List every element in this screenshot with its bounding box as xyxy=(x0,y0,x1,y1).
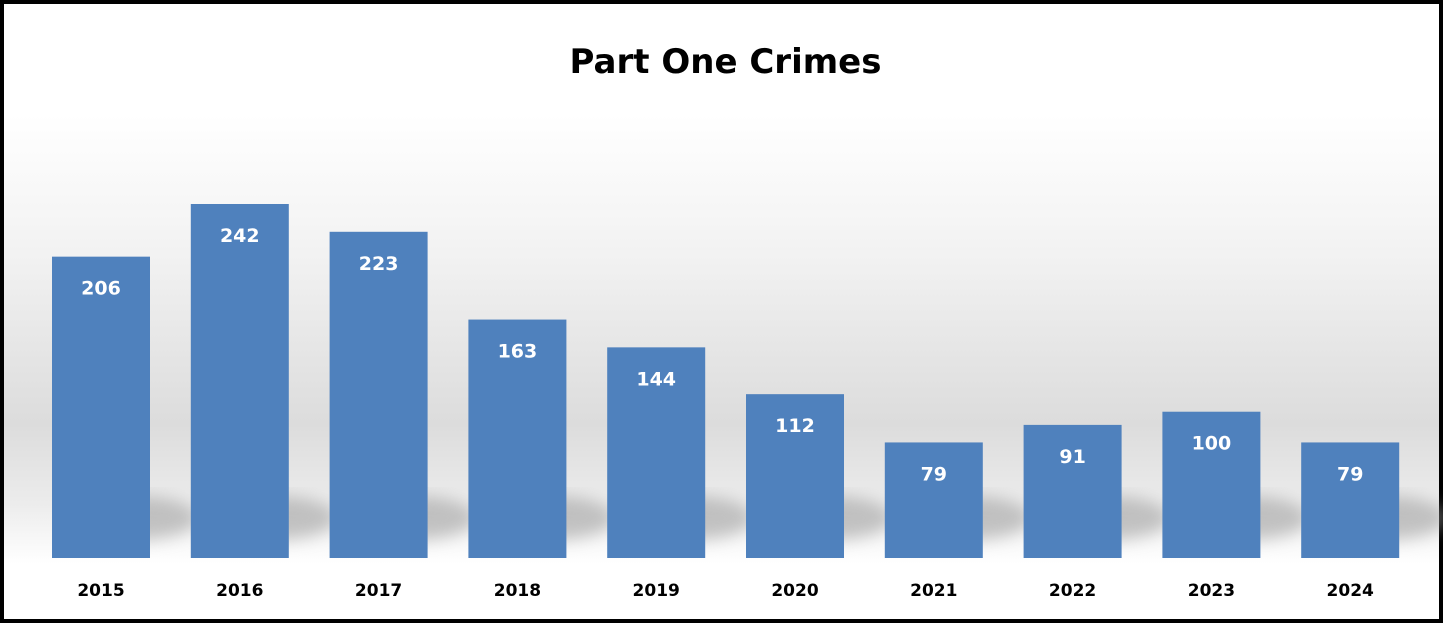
x-tick-label-2024: 2024 xyxy=(1327,581,1374,601)
x-tick-label-2017: 2017 xyxy=(355,581,402,601)
data-label-2023: 100 xyxy=(1192,433,1232,455)
bar-2015 xyxy=(52,256,150,558)
bar-2021 xyxy=(884,442,983,558)
data-label-2017: 223 xyxy=(359,253,399,275)
data-label-2015: 206 xyxy=(81,278,121,300)
x-tick-label-2015: 2015 xyxy=(77,581,124,601)
data-label-2016: 242 xyxy=(220,225,260,247)
bar-2018 xyxy=(468,319,567,558)
x-tick-label-2022: 2022 xyxy=(1049,581,1096,601)
x-tick-label-2020: 2020 xyxy=(771,581,818,601)
data-label-2020: 112 xyxy=(775,415,815,437)
bar-2019 xyxy=(607,347,706,558)
data-label-2018: 163 xyxy=(498,341,538,363)
x-tick-label-2018: 2018 xyxy=(494,581,541,601)
x-tick-label-2019: 2019 xyxy=(633,581,680,601)
x-tick-label-2021: 2021 xyxy=(910,581,957,601)
x-tick-label-2016: 2016 xyxy=(216,581,263,601)
bar-2023 xyxy=(1162,411,1261,558)
bar-2022 xyxy=(1023,424,1122,558)
data-label-2019: 144 xyxy=(636,368,676,390)
bar-2016 xyxy=(190,204,289,558)
data-label-2021: 79 xyxy=(921,463,947,485)
bar-2020 xyxy=(746,394,844,558)
bar-2017 xyxy=(329,231,428,558)
data-label-2022: 91 xyxy=(1059,446,1085,468)
bar-2024 xyxy=(1301,442,1400,558)
chart-title: Part One Crimes xyxy=(569,42,882,82)
x-tick-label-2023: 2023 xyxy=(1188,581,1235,601)
data-label-2024: 79 xyxy=(1337,463,1363,485)
